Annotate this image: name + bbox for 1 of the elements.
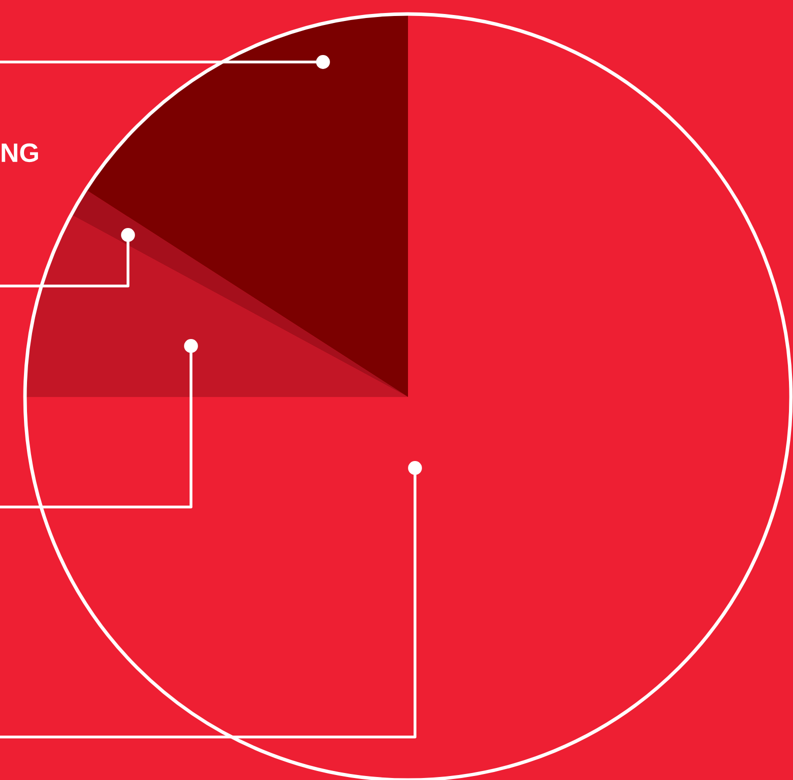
text: NG: [2, 143, 38, 162]
